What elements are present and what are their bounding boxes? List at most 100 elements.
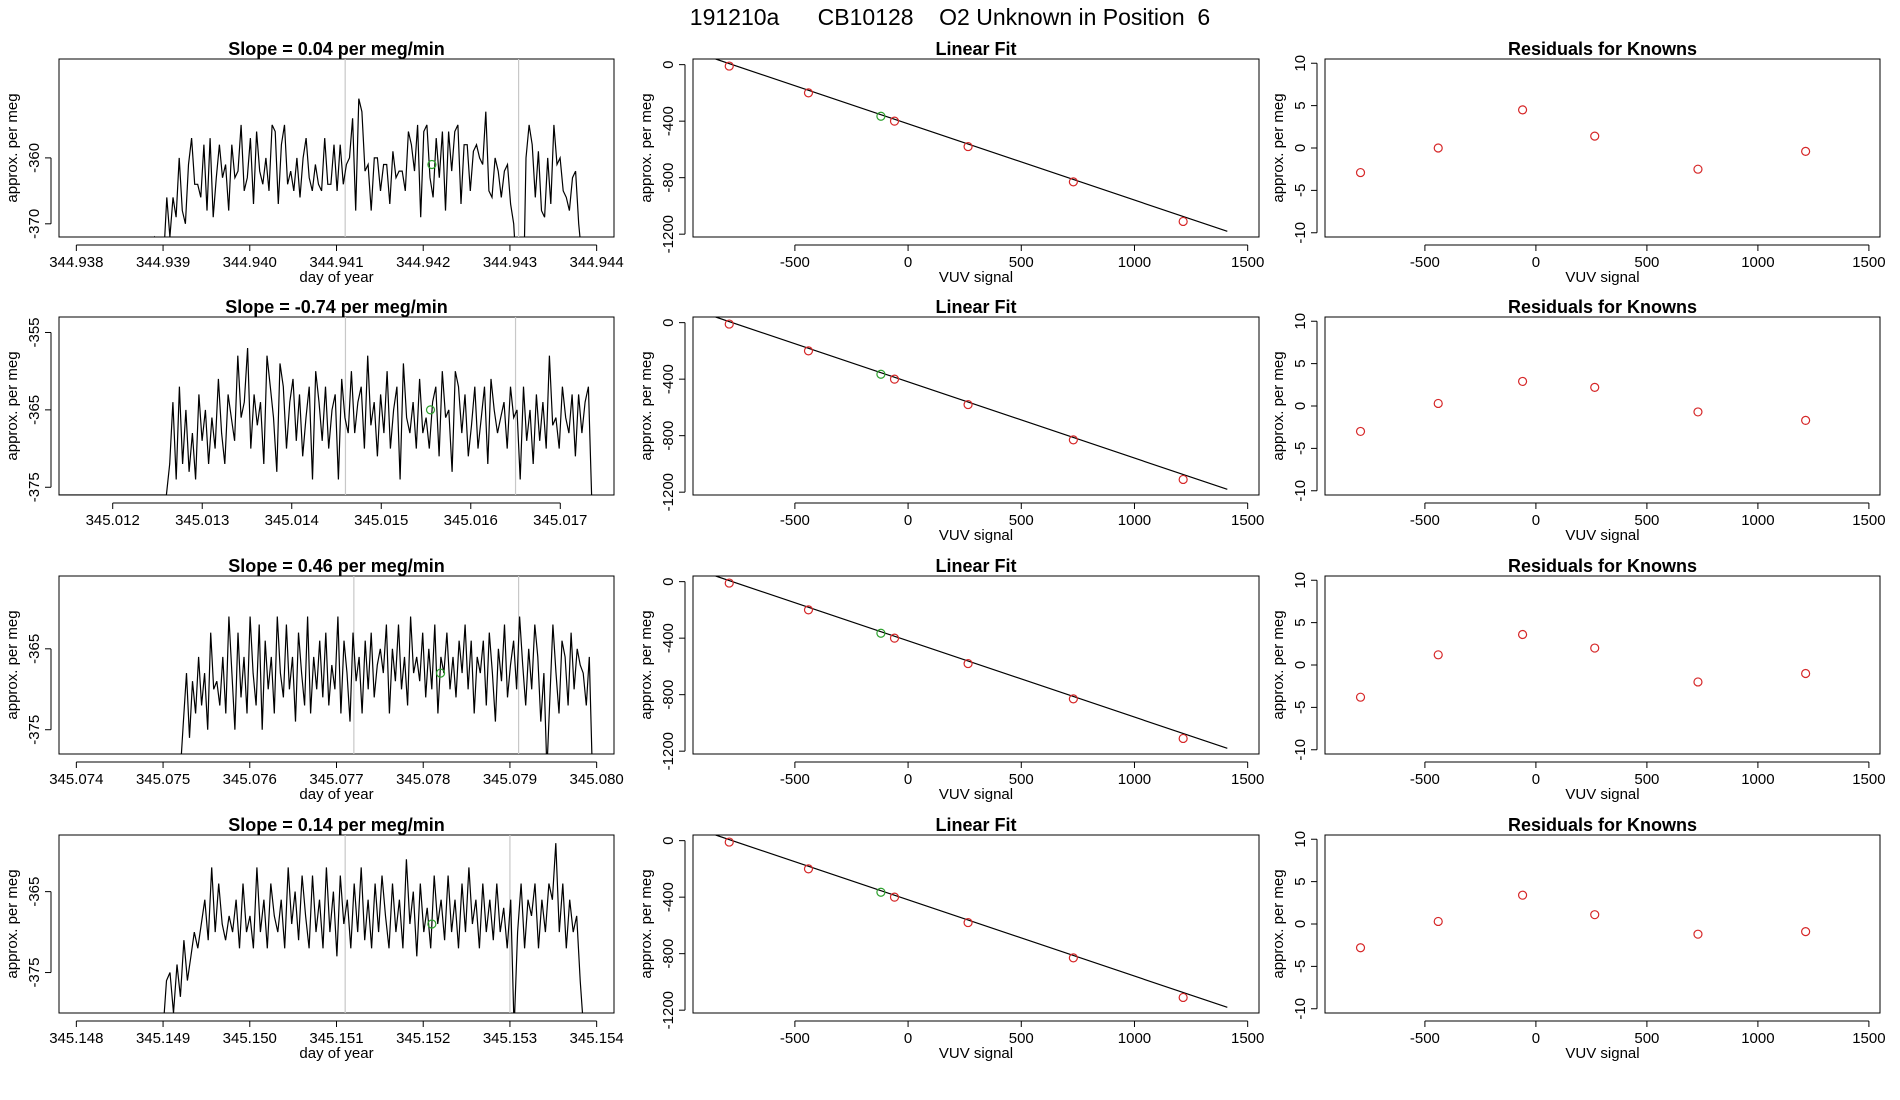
unknown-point (876, 369, 886, 379)
plot-frame (692, 575, 1260, 755)
x-axis-label: day of year (299, 1045, 373, 1062)
x-tick-label: 345.014 (265, 512, 319, 529)
plot-frame (692, 58, 1260, 238)
panel-residuals-3: Residuals for Knowns -500 0 500 1000 1500 VUV … (1270, 556, 1886, 803)
panel-time-series-1: Slope = 0.04 per meg/min 344.938 344.939 34… (4, 39, 624, 286)
known-point (889, 892, 900, 902)
known-point (724, 319, 734, 329)
plot-frame (1324, 316, 1881, 496)
known-point (803, 346, 814, 356)
unknown-point (876, 111, 886, 121)
y-tick-label: -365 (26, 395, 43, 425)
y-tick-label: 0 (1292, 144, 1309, 152)
x-tick-label: 1000 (1741, 254, 1774, 271)
unknown-marker (435, 668, 446, 678)
x-tick-label: 345.017 (533, 512, 587, 529)
residual-point (1517, 376, 1528, 387)
unknown-point (876, 628, 886, 638)
y-tick-label: -400 (660, 106, 677, 136)
y-tick-label: -400 (660, 882, 677, 912)
x-tick-label: 344.943 (483, 254, 537, 271)
x-tick-label: 345.016 (444, 512, 498, 529)
y-tick-label: 0 (1292, 920, 1309, 928)
plot-frame (58, 575, 615, 755)
panel-linear-fit-3: Linear Fit -500 0 500 1000 1500 VUV signal 0 -40… (638, 556, 1264, 803)
x-axis-label: VUV signal (939, 786, 1013, 803)
known-point (963, 141, 973, 152)
residual-point (1590, 131, 1600, 141)
known-point (1068, 177, 1078, 187)
x-tick-label: -500 (780, 1030, 810, 1047)
plot-area (59, 317, 593, 495)
signal-line (59, 347, 593, 495)
y-tick-label: 0 (660, 60, 677, 68)
known-point (1178, 474, 1188, 485)
panel-title: Residuals for Knowns (1508, 297, 1697, 317)
x-tick-label: 345.075 (136, 771, 190, 788)
y-tick-label: 0 (660, 577, 677, 585)
y-tick-label: 10 (1292, 572, 1309, 589)
y-axis-label: approx. per meg (4, 610, 21, 719)
signal-line (163, 843, 584, 1013)
panel-title: Linear Fit (935, 815, 1016, 835)
x-tick-label: 345.152 (396, 1030, 450, 1047)
x-tick-label: 344.940 (223, 254, 277, 271)
x-tick-label: 500 (1634, 771, 1659, 788)
signal-line (153, 98, 581, 237)
x-tick-label: 0 (1532, 771, 1540, 788)
x-tick-label: 1500 (1231, 512, 1264, 529)
y-tick-label: -360 (26, 143, 43, 173)
y-tick-label: 5 (1292, 101, 1309, 109)
y-tick-label: -5 (1292, 701, 1309, 714)
known-point (1068, 435, 1078, 445)
y-tick-label: -1200 (660, 473, 677, 511)
x-tick-label: 1500 (1852, 1030, 1885, 1047)
known-point (1178, 216, 1188, 227)
x-tick-label: 500 (1009, 771, 1034, 788)
x-axis-label: VUV signal (1565, 1045, 1639, 1062)
y-tick-label: 10 (1292, 313, 1309, 330)
x-tick-label: -500 (1410, 512, 1440, 529)
panel-title: Slope = -0.74 per meg/min (225, 297, 448, 317)
y-tick-label: 5 (1292, 877, 1309, 885)
x-axis-label: VUV signal (1565, 269, 1639, 286)
y-axis-label: approx. per meg (638, 869, 655, 978)
y-tick-label: -10 (1292, 739, 1309, 761)
x-axis-label: VUV signal (1565, 527, 1639, 544)
y-axis-label: approx. per meg (4, 869, 21, 978)
panel-time-series-2: Slope = -0.74 per meg/min 345.012 345.013 3… (4, 297, 615, 529)
x-tick-label: -500 (1410, 254, 1440, 271)
x-tick-label: 345.153 (483, 1030, 537, 1047)
plot-frame (58, 834, 615, 1014)
residual-point (1355, 426, 1366, 437)
known-point (889, 374, 900, 384)
residual-point (1517, 105, 1528, 115)
y-axis-label: approx. per meg (1270, 869, 1287, 978)
x-tick-label: -500 (780, 512, 810, 529)
known-point (963, 399, 973, 410)
x-tick-label: 344.939 (136, 254, 190, 271)
known-point (803, 88, 814, 98)
y-axis-label: approx. per meg (4, 351, 21, 460)
residual-point (1801, 668, 1811, 679)
residual-point (1801, 415, 1811, 426)
residual-point (1693, 164, 1703, 174)
y-tick-label: -375 (26, 715, 43, 745)
y-tick-label: -10 (1292, 480, 1309, 502)
residual-point (1433, 916, 1443, 927)
unknown-marker (427, 919, 437, 929)
x-tick-label: 344.941 (309, 254, 363, 271)
known-point (889, 116, 900, 126)
unknown-marker (425, 405, 436, 415)
x-tick-label: 1500 (1852, 254, 1885, 271)
y-tick-label: -355 (26, 317, 43, 347)
plot-frame (58, 58, 615, 238)
y-tick-label: -5 (1292, 960, 1309, 973)
residual-point (1433, 650, 1443, 660)
panel-linear-fit-4: Linear Fit -500 0 500 1000 1500 VUV signal 0 -40… (638, 815, 1264, 1062)
plot-area (153, 59, 581, 237)
residual-point (1355, 167, 1366, 178)
x-tick-label: 345.012 (86, 512, 140, 529)
residual-point (1517, 629, 1528, 640)
x-tick-label: 0 (904, 771, 912, 788)
